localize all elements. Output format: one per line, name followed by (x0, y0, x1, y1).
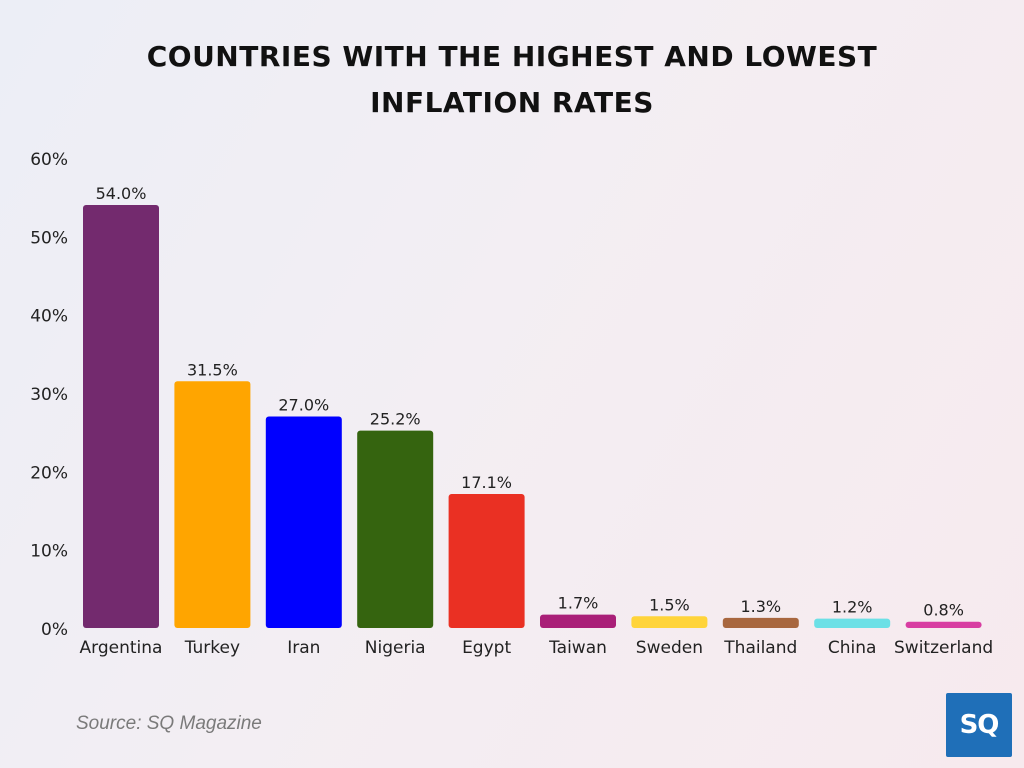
sq-logo-text: SQ (959, 710, 1000, 740)
y-tick-label: 40% (30, 307, 68, 327)
data-label: 31.5% (187, 360, 238, 379)
chart-title: COUNTRIES WITH THE HIGHEST AND LOWEST IN… (146, 40, 878, 119)
y-tick-label: 10% (30, 542, 68, 562)
x-tick-label: Nigeria (365, 638, 426, 658)
bar-taiwan (540, 614, 616, 628)
x-tick-label: Taiwan (548, 638, 607, 658)
bar-argentina (83, 205, 159, 628)
x-tick-label: China (828, 638, 877, 658)
y-tick-label: 0% (41, 620, 68, 640)
bar-iran (265, 416, 342, 628)
bar-egypt (448, 494, 525, 628)
data-label: 25.2% (370, 410, 421, 429)
data-label: 27.0% (278, 396, 329, 415)
bar-switzerland (905, 621, 982, 628)
x-tick-label: Egypt (462, 638, 511, 658)
y-tick-label: 50% (30, 228, 68, 248)
data-label: 17.1% (461, 473, 512, 492)
x-tick-label: Sweden (636, 638, 703, 658)
x-tick-label: Thailand (723, 638, 797, 658)
data-label: 1.2% (832, 598, 873, 617)
x-tick-label: Iran (287, 638, 320, 658)
x-tick-label: Argentina (80, 638, 163, 658)
data-label: 1.5% (649, 595, 690, 614)
data-label: 1.3% (740, 597, 781, 616)
y-tick-label: 20% (30, 463, 68, 483)
data-label: 0.8% (923, 601, 964, 620)
y-tick-label: 30% (30, 385, 68, 405)
source-note: Source: SQ Magazine (76, 713, 262, 734)
data-label: 1.7% (558, 594, 599, 613)
x-tick-label: Switzerland (894, 638, 993, 658)
bar-nigeria (357, 430, 434, 628)
sq-logo: SQ (946, 693, 1012, 757)
y-tick-label: 60% (30, 150, 68, 170)
bar-china (814, 618, 891, 628)
bar-turkey (174, 381, 251, 628)
data-label: 54.0% (96, 184, 147, 203)
x-tick-label: Turkey (184, 638, 240, 658)
bar-thailand (722, 617, 799, 628)
bar-sweden (631, 616, 708, 628)
